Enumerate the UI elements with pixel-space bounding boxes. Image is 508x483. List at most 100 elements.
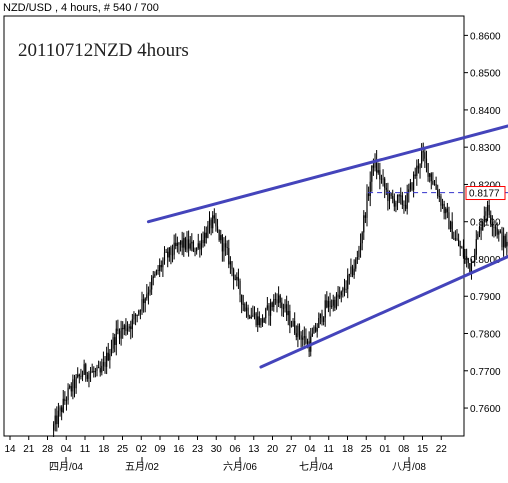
candle	[156, 270, 157, 276]
candle	[434, 180, 435, 186]
candle	[461, 246, 462, 249]
x-tick-label: 15	[417, 444, 429, 455]
candle	[222, 234, 223, 262]
candle	[320, 313, 321, 324]
candle	[166, 249, 167, 253]
candle	[72, 375, 73, 400]
candle	[296, 325, 297, 340]
candle	[337, 286, 338, 306]
candle	[455, 230, 456, 241]
candle	[442, 199, 443, 209]
candle	[161, 260, 162, 271]
x-tick-label: 25	[117, 444, 129, 455]
month-label: 六月/06	[223, 461, 257, 473]
candle	[259, 311, 260, 327]
candle	[92, 364, 93, 373]
x-tick-label: 04	[304, 444, 316, 455]
candle	[272, 302, 273, 311]
candle	[495, 224, 496, 236]
x-tick-label: 04	[61, 444, 73, 455]
candle	[56, 406, 57, 431]
candle	[410, 179, 411, 192]
candle	[382, 169, 383, 186]
candle	[264, 317, 265, 323]
candle	[61, 405, 62, 420]
candle	[262, 314, 263, 327]
candle	[460, 241, 461, 256]
candle	[365, 212, 366, 223]
candle	[96, 365, 97, 376]
candle	[135, 313, 136, 325]
candle	[476, 230, 477, 260]
candle	[280, 294, 281, 308]
candle	[148, 286, 149, 304]
candle	[256, 312, 257, 327]
candle	[204, 226, 205, 246]
candle	[77, 367, 78, 378]
candle	[344, 279, 345, 297]
candle	[103, 352, 104, 371]
candle	[190, 236, 191, 251]
candle	[247, 305, 248, 320]
candle	[392, 190, 393, 204]
candle	[421, 143, 422, 168]
candle	[174, 235, 175, 260]
candle	[424, 147, 425, 168]
x-tick-label: 18	[98, 444, 110, 455]
candle	[71, 382, 72, 396]
candle	[153, 271, 154, 285]
candle	[125, 318, 126, 336]
candle	[111, 340, 112, 357]
candle	[456, 229, 457, 241]
candle	[127, 321, 128, 335]
candle	[400, 187, 401, 204]
x-tick-label: 08	[398, 444, 410, 455]
candle	[53, 421, 54, 437]
candle	[249, 315, 250, 319]
candle	[321, 310, 322, 326]
candle	[376, 150, 377, 179]
candle	[64, 391, 65, 405]
candle	[471, 259, 472, 280]
candle	[194, 248, 195, 257]
candle	[323, 316, 324, 325]
candle	[74, 375, 75, 398]
candle	[252, 306, 253, 318]
candle	[329, 293, 330, 317]
candle	[291, 321, 292, 328]
candle	[231, 261, 232, 276]
candle	[217, 219, 218, 233]
candle	[267, 297, 268, 311]
candle	[381, 175, 382, 184]
candle	[236, 272, 237, 286]
candle	[444, 201, 445, 220]
candle	[199, 241, 200, 258]
candle	[243, 295, 244, 311]
x-tick-label: 30	[211, 444, 223, 455]
candle	[450, 221, 451, 232]
candle	[492, 215, 493, 236]
candle	[220, 230, 221, 244]
candle	[151, 275, 152, 295]
candle	[164, 246, 165, 265]
candle	[85, 363, 86, 382]
month-label: 四月/04	[49, 461, 83, 473]
candle	[87, 372, 88, 382]
candle	[124, 324, 125, 335]
candle	[325, 294, 326, 327]
candle	[463, 239, 464, 258]
candle	[347, 268, 348, 298]
candle	[69, 384, 70, 389]
candle	[402, 192, 403, 209]
candle	[206, 227, 207, 244]
candle	[315, 323, 316, 333]
candle	[379, 163, 380, 189]
candle	[90, 367, 91, 382]
candle	[132, 314, 133, 338]
candle	[342, 287, 343, 298]
month-label: 五月/02	[125, 461, 159, 473]
candle	[172, 245, 173, 263]
candle	[79, 374, 80, 384]
candle	[67, 383, 68, 404]
candle	[145, 297, 146, 312]
